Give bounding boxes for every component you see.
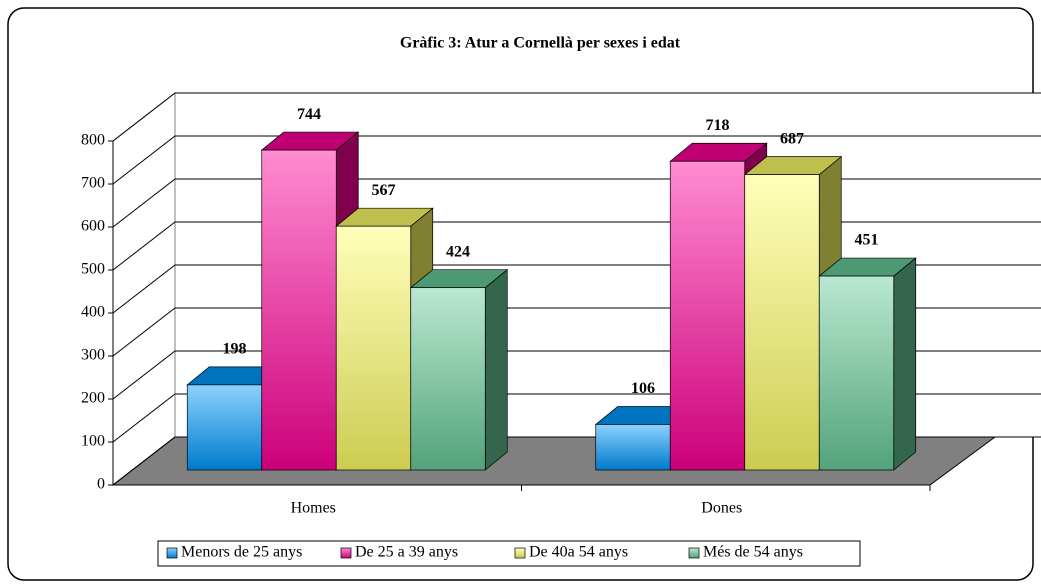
grid-line [112, 92, 1041, 142]
chart-title: Gràfic 3: Atur a Cornellà per sexes i ed… [400, 35, 681, 52]
data-label: 198 [223, 341, 247, 358]
legend-box [157, 540, 861, 567]
y-tick-label: 200 [81, 390, 105, 407]
legend-swatch [688, 547, 700, 559]
bar-front [186, 384, 263, 471]
bar-front [335, 225, 412, 471]
bar-front [261, 149, 337, 471]
bar-side [893, 257, 917, 471]
x-tick-label: Homes [291, 500, 336, 517]
bar-front [744, 174, 820, 471]
grid-line [112, 135, 1041, 185]
bar-front [410, 287, 486, 471]
y-tick-label: 0 [97, 476, 105, 493]
y-tick-label: 800 [81, 132, 105, 149]
y-tick-label: 100 [81, 433, 105, 450]
legend-label: Menors de 25 anys [181, 544, 302, 561]
legend-label: De 25 a 39 anys [355, 544, 458, 561]
y-tick-label: 700 [81, 175, 105, 192]
bar-front [669, 160, 746, 471]
y-tick-label: 600 [81, 218, 105, 235]
data-label: 106 [631, 380, 655, 397]
bar [409, 268, 509, 471]
legend-swatch [340, 547, 352, 559]
data-label: 718 [706, 117, 730, 134]
legend-label: Més de 54 anys [703, 544, 803, 561]
legend-swatch [166, 547, 178, 559]
bar-front [595, 424, 671, 471]
data-label: 424 [446, 243, 470, 260]
bar-front [818, 275, 895, 471]
bar-side [484, 268, 508, 471]
legend-swatch [514, 547, 526, 559]
y-tick-label: 500 [81, 261, 105, 278]
data-label: 451 [855, 232, 879, 249]
data-label: 744 [297, 106, 321, 123]
bar [818, 257, 917, 471]
y-tick-label: 400 [81, 304, 105, 321]
x-tick-label: Dones [701, 500, 742, 517]
y-tick-label: 300 [81, 347, 105, 364]
data-label: 687 [780, 130, 804, 147]
data-label: 567 [372, 182, 396, 199]
legend-label: De 40a 54 anys [529, 544, 628, 561]
